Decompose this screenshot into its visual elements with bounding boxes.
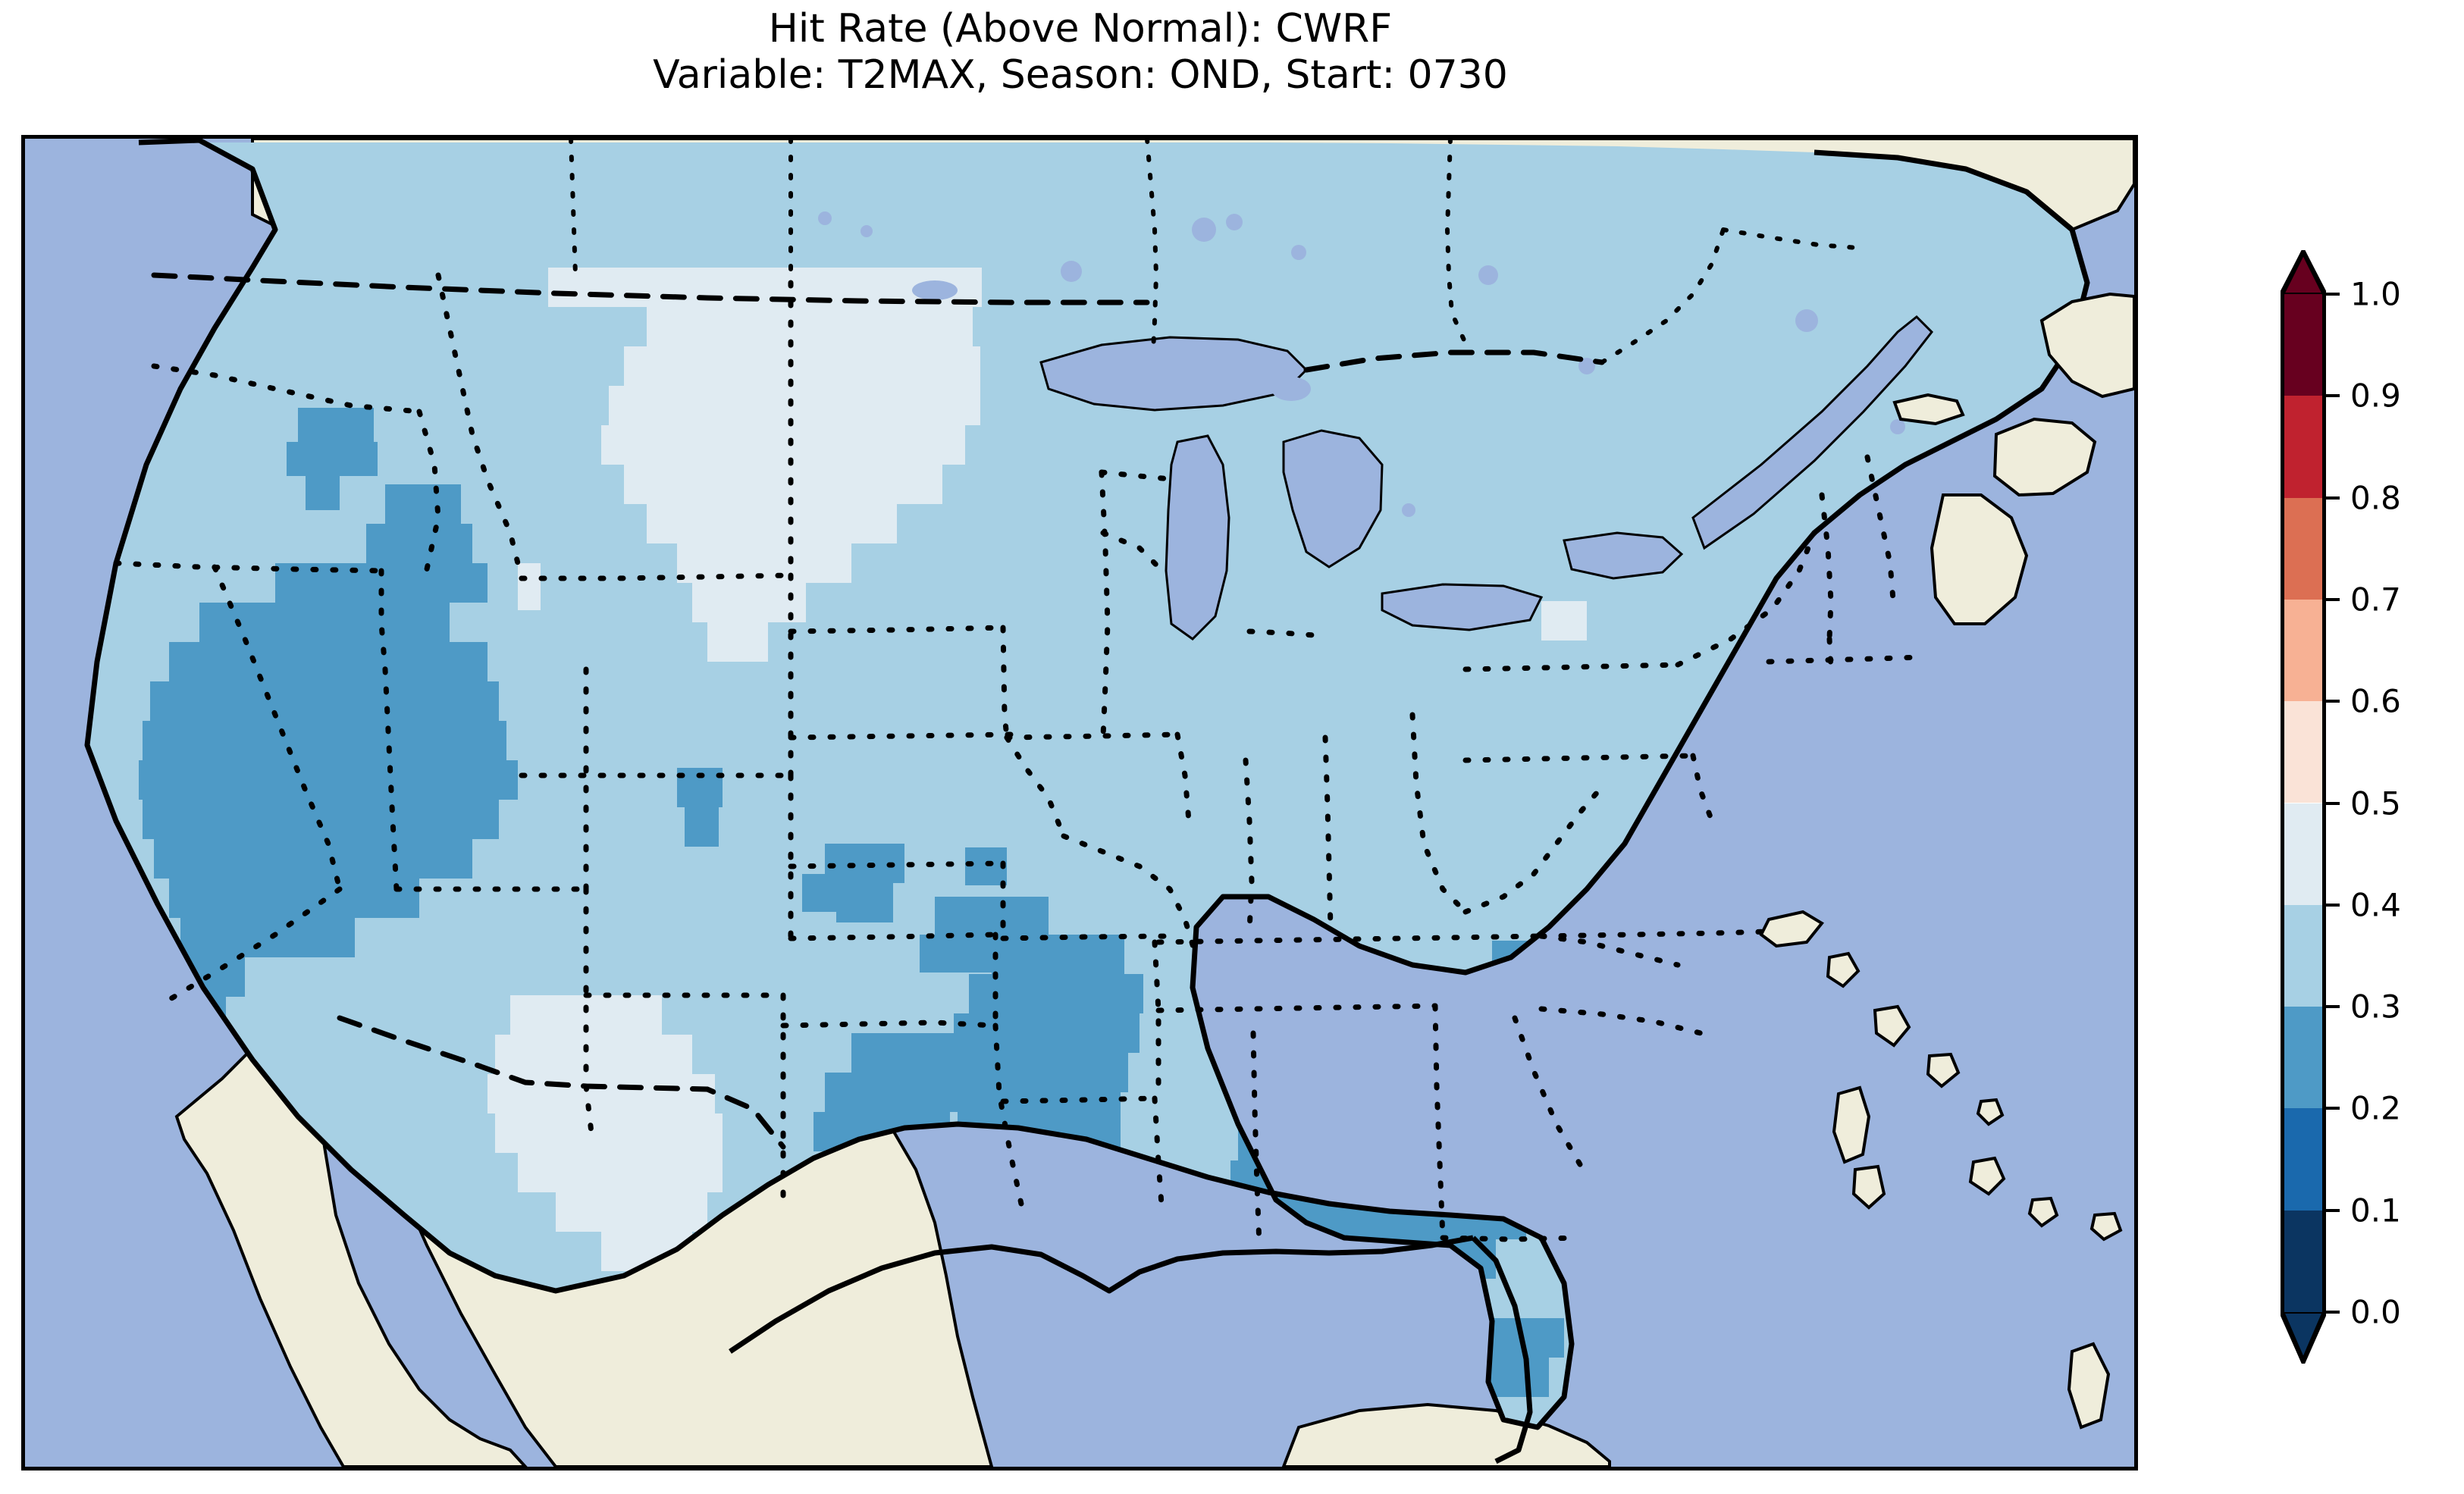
colorbar-tick-0.7 [2326, 597, 2340, 601]
colorbar-band-0.4-0.5 [2281, 803, 2326, 905]
canada-province-borders [569, 139, 1870, 365]
chart-title-block: Hit Rate (Above Normal): CWRF Variable: … [0, 0, 2161, 99]
colorbar-tick-0.1 [2326, 1208, 2340, 1212]
colorbar-bands [2281, 294, 2326, 1312]
colorbar-tick-1.0 [2326, 293, 2340, 296]
gulf-coast-outline [729, 1235, 1533, 1464]
colorbar-band-0.1-0.2 [2281, 1108, 2326, 1211]
colorbar-ticklabel-0.4: 0.4 [2350, 886, 2401, 924]
page-title: Hit Rate (Above Normal): CWRF [768, 6, 1393, 52]
colorbar-tick-0.3 [2326, 1005, 2340, 1009]
colorbar-outline [2281, 250, 2326, 1364]
colorbar-band-0.9-1.0 [2281, 294, 2326, 396]
colorbar-tick-0.5 [2326, 801, 2340, 805]
colorbar-band-0.7-0.8 [2281, 497, 2326, 600]
inland-lakes [818, 211, 1905, 517]
page-subtitle: Variable: T2MAX, Season: OND, Start: 073… [653, 52, 1508, 99]
colorbar-tick-0.8 [2326, 496, 2340, 500]
colorbar-band-0.8-0.9 [2281, 396, 2326, 498]
conus-hit-rate-map [25, 139, 2134, 1467]
bahamas-islands [1759, 910, 2123, 1430]
colorbar: 1.0 0.9 0.8 0.7 0.6 0.5 0.4 0.3 0.2 0.1 … [2281, 250, 2455, 1372]
colorbar-band-0.0-0.1 [2281, 1210, 2326, 1312]
colorbar-ticklabel-0.2: 0.2 [2350, 1089, 2401, 1127]
colorbar-ticklabel-0.1: 0.1 [2350, 1192, 2401, 1229]
colorbar-band-0.2-0.3 [2281, 1007, 2326, 1109]
colorbar-tick-0.9 [2326, 394, 2340, 398]
great-lakes [1039, 315, 1933, 641]
colorbar-ticklabel-0.0: 0.0 [2350, 1293, 2401, 1331]
colorbar-ticklabel-0.9: 0.9 [2350, 377, 2401, 415]
state-borders [113, 272, 1923, 1248]
colorbar-band-0.5-0.6 [2281, 701, 2326, 803]
map-panel [21, 135, 2138, 1471]
colorbar-tick-0.6 [2326, 700, 2340, 703]
colorbar-tick-0.4 [2326, 903, 2340, 907]
colorbar-ticklabel-0.8: 0.8 [2350, 479, 2401, 517]
colorbar-ticklabel-1.0: 1.0 [2350, 275, 2401, 313]
colorbar-ticklabel-0.3: 0.3 [2350, 988, 2401, 1026]
colorbar-tick-0.2 [2326, 1107, 2340, 1110]
colorbar-ticklabel-0.7: 0.7 [2350, 581, 2401, 619]
atlantic-canada-landmass [1892, 292, 2134, 625]
colorbar-band-0.6-0.7 [2281, 599, 2326, 702]
colorbar-ticklabel-0.5: 0.5 [2350, 785, 2401, 822]
colorbar-tick-0.0 [2326, 1311, 2340, 1314]
colorbar-ticklabel-0.6: 0.6 [2350, 682, 2401, 720]
us-coastline [84, 139, 2090, 1430]
colorbar-band-0.3-0.4 [2281, 904, 2326, 1007]
